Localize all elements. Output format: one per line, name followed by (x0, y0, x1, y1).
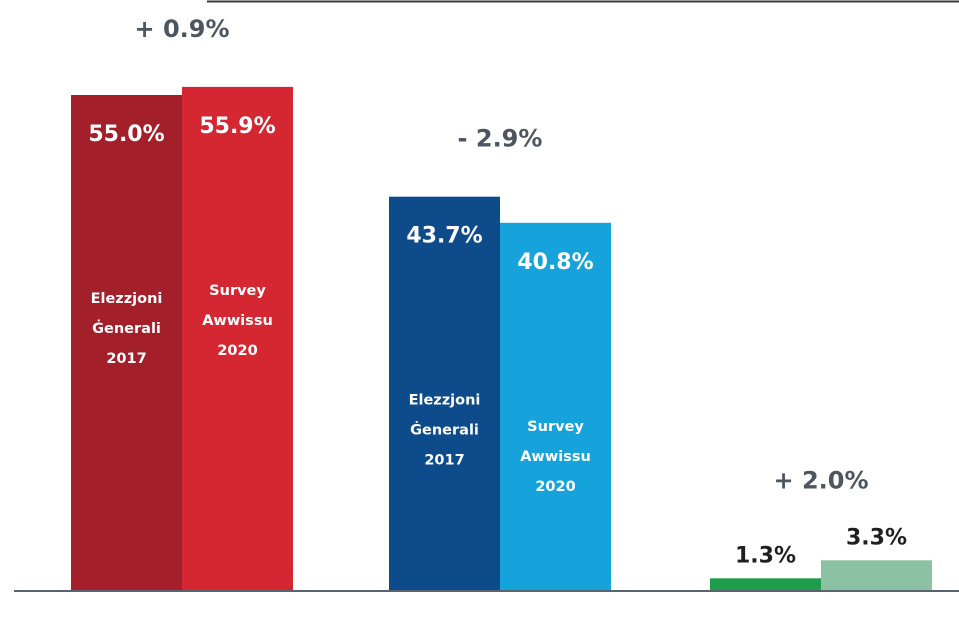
bar-value-label: 43.7% (406, 224, 482, 249)
delta-label: + 2.0% (773, 466, 868, 494)
bar-category-label: Survey (527, 419, 584, 435)
bar-category-label: Survey (209, 283, 266, 299)
bar-g2-1 (389, 196, 500, 590)
bar-category-label: Ġenerali (410, 421, 479, 439)
bar-g2-2 (500, 222, 611, 591)
bar-category-label: 2020 (217, 343, 257, 359)
bar-g1-1 (71, 95, 182, 590)
bar-value-label: 55.9% (199, 114, 275, 139)
delta-label: + 0.9% (134, 15, 229, 43)
bar-value-label: 40.8% (517, 250, 593, 275)
bar-category-label: Elezzjoni (91, 291, 163, 307)
bar-category-label: 2017 (106, 351, 146, 367)
bar-category-label: Elezzjoni (409, 393, 481, 409)
bar-value-label: 1.3% (735, 543, 796, 568)
delta-label: - 2.9% (458, 125, 543, 153)
bar-category-label: 2017 (424, 453, 464, 469)
bar-category-label: Awwissu (520, 449, 591, 465)
bar-category-label: Awwissu (202, 313, 273, 329)
bar-value-label: 55.0% (88, 122, 164, 147)
bar-category-label: Ġenerali (92, 319, 161, 337)
bar-value-label: 3.3% (846, 525, 907, 550)
bar-g3-2 (821, 560, 932, 590)
bar-category-label: 2020 (535, 479, 575, 495)
bar-g3-1 (710, 578, 821, 590)
bar-g1-2 (182, 86, 293, 591)
